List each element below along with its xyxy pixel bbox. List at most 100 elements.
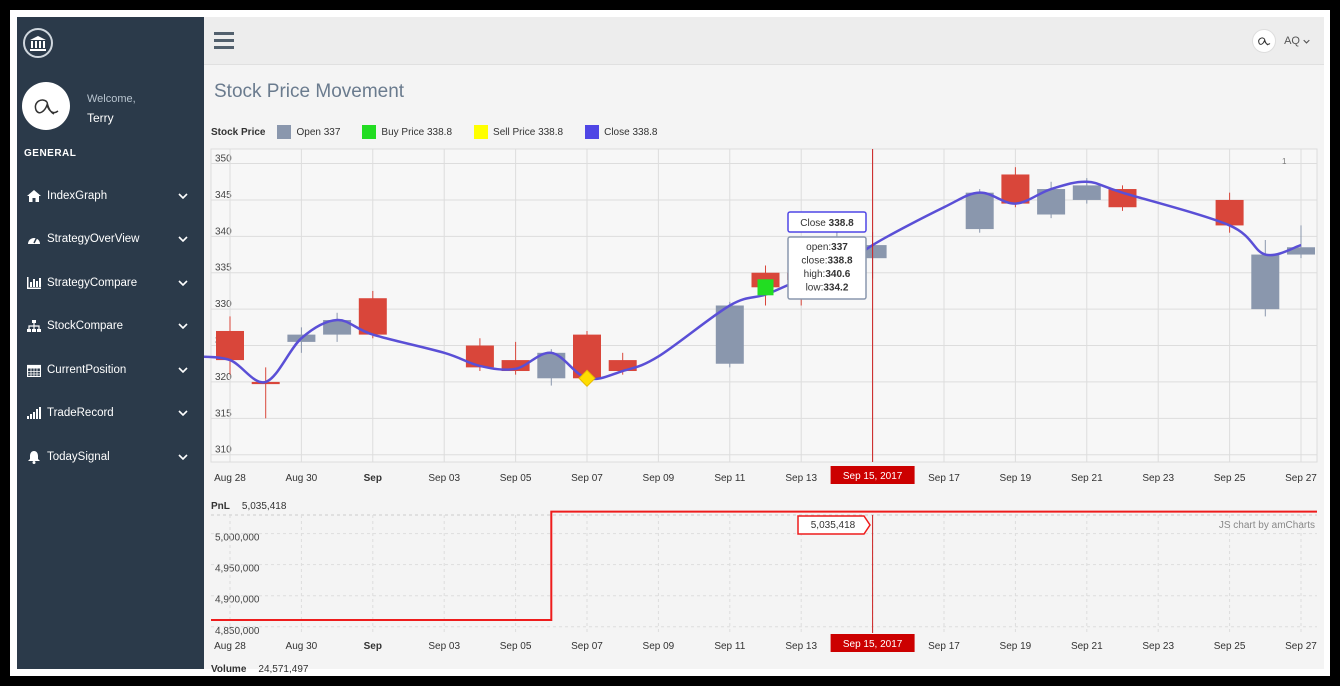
price-x-tick-label: Sep 03: [428, 473, 460, 484]
pnl-label: PnL: [211, 501, 230, 512]
candle-body: [715, 305, 744, 364]
pnl-x-tick-label: Sep 09: [643, 641, 675, 652]
legend-item-sell[interactable]: Sell Price 338.8: [474, 125, 563, 139]
sidebar-item-label: StrategyOverView: [47, 233, 140, 245]
bell-icon: [25, 450, 43, 464]
legend-swatch: [277, 125, 292, 139]
cursor-date-badge: [830, 634, 915, 652]
avatar: [1252, 29, 1277, 53]
sidebar-item-traderecord[interactable]: TradeRecord: [17, 398, 204, 428]
legend-label: Sell Price: [493, 126, 536, 138]
pnl-y-tick-label: 4,900,000: [215, 595, 260, 606]
sidebar-item-strategycompare[interactable]: StrategyCompare: [17, 268, 204, 298]
price-x-tick-label: Sep: [364, 473, 382, 484]
user-menu[interactable]: AQ: [1252, 29, 1310, 53]
pnl-x-tick-label: Sep 17: [928, 641, 960, 652]
candle-body: [358, 298, 387, 335]
legend-value: 338.8: [427, 126, 453, 138]
volume-label: Volume: [211, 664, 247, 675]
sidebar-item-label: TradeRecord: [47, 407, 114, 419]
close-balloon: [787, 211, 867, 233]
legend-item-buy[interactable]: Buy Price 338.8: [362, 125, 452, 139]
pnl-plot-area: [211, 515, 1317, 633]
pnl-x-tick-label: Sep 19: [1000, 641, 1032, 652]
hamburger-menu-icon[interactable]: [214, 31, 236, 49]
legend-item-close[interactable]: Close 338.8: [585, 125, 657, 139]
avatar[interactable]: [22, 82, 70, 130]
y-tick-label: 345: [215, 190, 232, 201]
price-x-tick-label: Sep 25: [1214, 473, 1246, 484]
candle-body: [216, 330, 244, 361]
y-tick-label: 310: [215, 445, 232, 456]
price-x-tick-label: Sep 05: [500, 473, 532, 484]
pnl-balloon: [797, 515, 871, 535]
user-initials: AQ: [1284, 35, 1300, 47]
y-tick-label: 320: [215, 372, 232, 383]
buy-marker: [757, 279, 774, 296]
y-tick-label: 315: [215, 408, 232, 419]
legend-item-open[interactable]: Open 337: [277, 125, 340, 139]
legend-swatch: [362, 125, 377, 139]
candle-body: [608, 360, 637, 372]
pnl-header: PnL 5,035,418: [211, 501, 286, 512]
legend-value: 338.8: [632, 126, 658, 138]
nav-section-title: GENERAL: [24, 148, 77, 159]
amcharts-credit: JS chart by amCharts: [1219, 520, 1315, 531]
chevron-down-icon: [178, 236, 190, 242]
close-price-line: [204, 180, 1302, 384]
price-x-tick-label: Sep 11: [714, 473, 745, 484]
pnl-x-tick-label: Sep 07: [571, 641, 603, 652]
bank-logo-icon[interactable]: [23, 28, 53, 58]
welcome-text: Welcome,: [87, 93, 136, 105]
candle-body: [1251, 254, 1280, 310]
close-balloon-text: Close 338.8: [800, 218, 854, 229]
chart-legend: Stock Price Open 337 Buy Price 338.8 Sel…: [211, 125, 679, 139]
sidebar-item-todaysignal[interactable]: TodaySignal: [17, 442, 204, 472]
pnl-y-tick-label: 4,850,000: [215, 626, 260, 637]
price-x-tick-label: Sep 09: [643, 473, 675, 484]
bar-chart-icon: [25, 277, 43, 289]
pnl-x-tick-label: Sep 11: [714, 641, 745, 652]
pnl-x-tick-label: Sep 27: [1285, 641, 1317, 652]
price-x-tick-label: Sep 23: [1142, 473, 1174, 484]
legend-label: Buy Price: [381, 126, 425, 138]
pnl-value: 5,035,418: [241, 501, 287, 512]
chevron-down-icon: [1303, 39, 1310, 44]
sidebar-item-strategyoverview[interactable]: StrategyOverView: [17, 224, 204, 254]
price-x-tick-label: Sep 19: [1000, 473, 1032, 484]
pnl-x-tick-label: Sep 05: [500, 641, 532, 652]
sidebar-item-stockcompare[interactable]: StockCompare: [17, 311, 204, 341]
chevron-down-icon: [178, 323, 190, 329]
pnl-y-tick-label: 5,000,000: [215, 533, 260, 544]
price-x-tick-label: Sep 27: [1285, 473, 1317, 484]
candle-body: [1001, 174, 1030, 204]
chevron-down-icon: [178, 280, 190, 286]
sidebar-item-indexgraph[interactable]: IndexGraph: [17, 181, 204, 211]
legend-title: Stock Price: [211, 126, 266, 138]
sidebar-item-currentposition[interactable]: CurrentPosition: [17, 355, 204, 385]
sidebar-item-label: StrategyCompare: [47, 277, 138, 289]
candle-body: [323, 320, 352, 335]
sidebar-item-label: StockCompare: [47, 320, 124, 332]
cursor-date-label: Sep 15, 2017: [843, 471, 903, 482]
price-x-tick-label: Sep 21: [1071, 473, 1103, 484]
ohlc-balloon-text: low:334.2: [806, 283, 849, 294]
calendar-icon: [25, 364, 43, 377]
volume-header: Volume 24,571,497: [211, 664, 308, 675]
username: Terry: [87, 111, 114, 125]
top-bar: AQ: [204, 17, 1324, 65]
legend-swatch: [474, 125, 489, 139]
price-x-tick-label: Aug 28: [214, 473, 246, 484]
cursor-date-badge: [830, 466, 915, 484]
ohlc-balloon-text: high:340.6: [804, 269, 851, 280]
chevron-down-icon: [178, 193, 190, 199]
ohlc-balloon-text: open:337: [806, 242, 848, 253]
legend-label: Open: [296, 126, 321, 138]
sidebar-item-label: IndexGraph: [47, 190, 108, 202]
app-window: Welcome, Terry GENERAL IndexGraph Strate…: [10, 10, 1330, 676]
chevron-down-icon: [178, 410, 190, 416]
candle-body: [501, 360, 530, 372]
candle-body: [465, 345, 494, 368]
pnl-x-tick-label: Sep 23: [1142, 641, 1174, 652]
